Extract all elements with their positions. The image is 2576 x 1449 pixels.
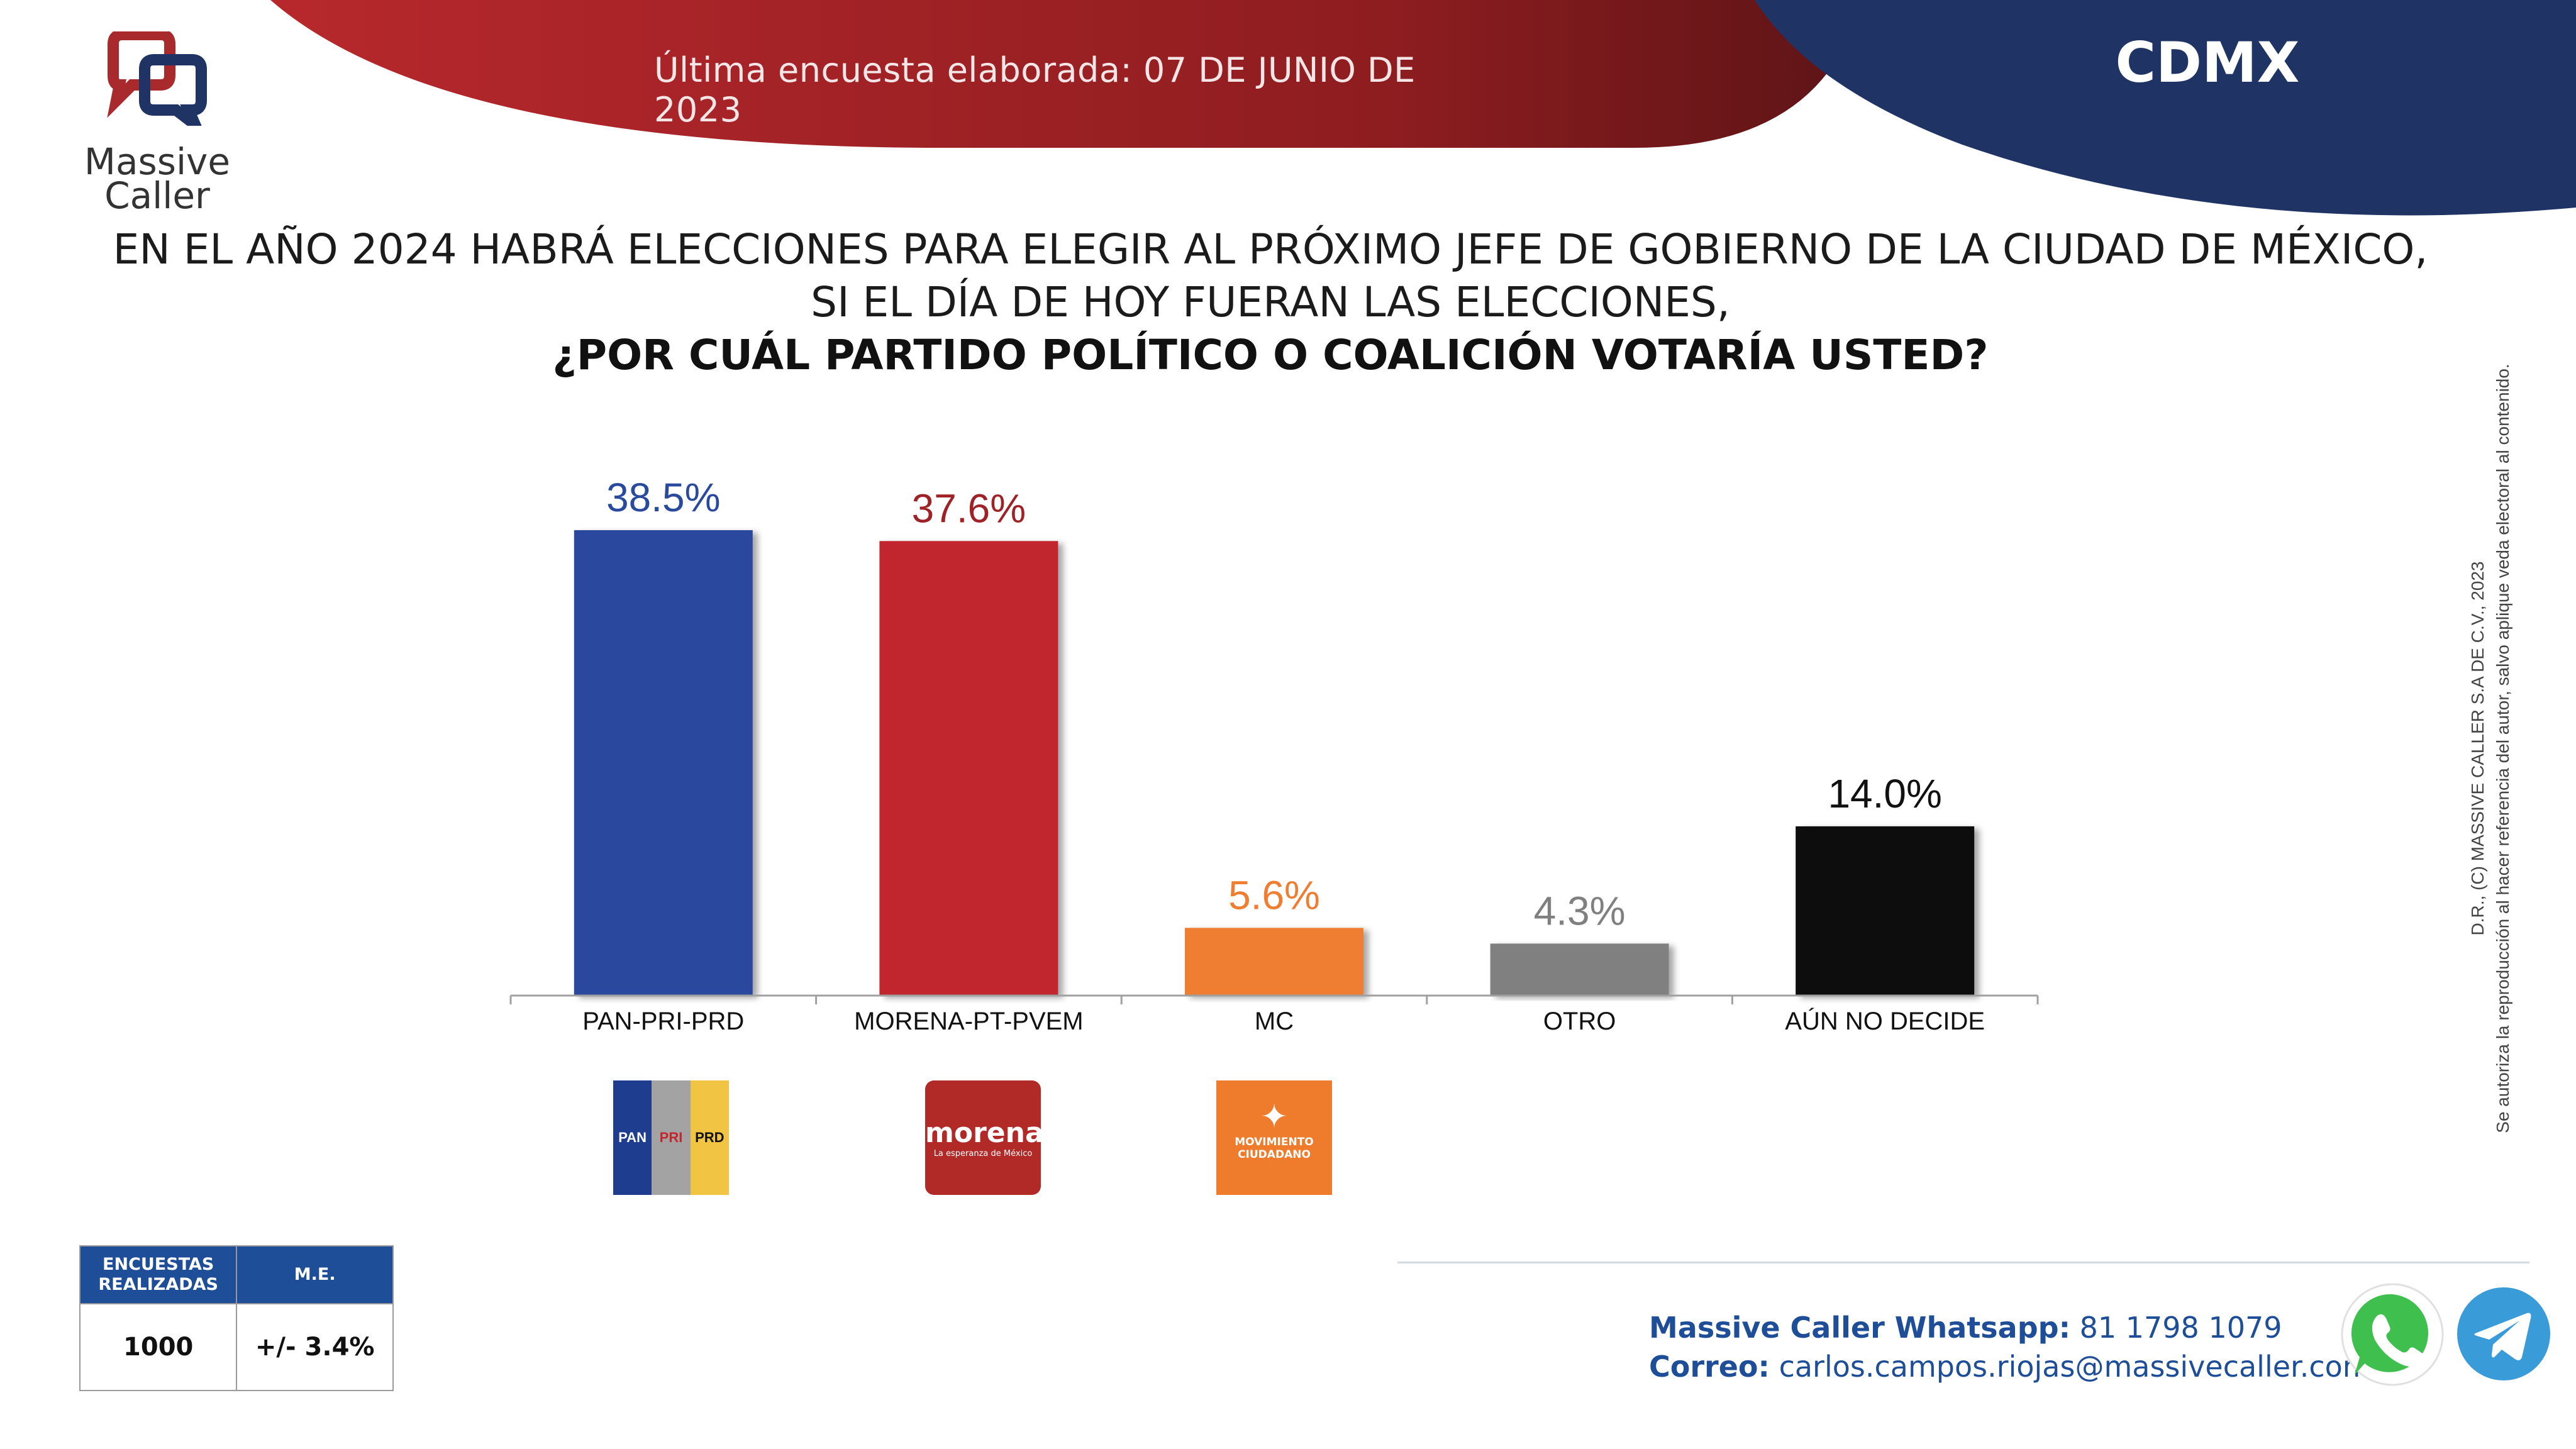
- mc-logo: ✦ MOVIMIENTO CIUDADANO: [1216, 1080, 1332, 1195]
- mc-logo-line2: CIUDADANO: [1238, 1148, 1311, 1161]
- footer-divider: [1397, 1262, 2529, 1263]
- bar-1: [879, 541, 1058, 996]
- bar-2: [1185, 928, 1363, 996]
- question-line1: EN EL AÑO 2024 HABRÁ ELECCIONES PARA ELE…: [113, 225, 2428, 274]
- copyright-line1: D.R., (C) MASSIVE CALLER S.A DE C.V., 20…: [2468, 561, 2487, 936]
- copyright-notice: D.R., (C) MASSIVE CALLER S.A DE C.V., 20…: [2465, 302, 2516, 1195]
- category-labels: PAN-PRI-PRD MORENA-PT-PVEM MC OTRO AÚN NO DE…: [582, 1007, 1985, 1035]
- region-title: CDMX: [2115, 30, 2300, 95]
- whatsapp-label: Massive Caller Whatsapp:: [1649, 1311, 2070, 1345]
- surveys-value: 1000: [79, 1303, 238, 1391]
- bar-3: [1490, 943, 1669, 996]
- mc-logo-line1: MOVIMIENTO: [1235, 1136, 1314, 1148]
- header-background: [270, 0, 2576, 216]
- morena-logo: morena La esperanza de México: [925, 1080, 1044, 1195]
- morena-logo-tagline: La esperanza de México: [933, 1149, 1033, 1158]
- massive-caller-logo: Massive Caller: [75, 25, 239, 214]
- category-label-1: MORENA-PT-PVEM: [854, 1008, 1083, 1035]
- value-label-2: 5.6%: [1228, 872, 1320, 918]
- email-label: Correo:: [1649, 1350, 1770, 1384]
- contact-info: Massive Caller Whatsapp: 81 1798 1079 Co…: [1649, 1308, 2371, 1386]
- prd-logo-segment: PRD: [690, 1080, 729, 1195]
- logo-name-line2: Caller: [104, 174, 210, 217]
- bar-4: [1796, 826, 1975, 996]
- email-address[interactable]: carlos.campos.riojas@massivecaller.com: [1779, 1350, 2371, 1384]
- header-red-shape: [270, 0, 1862, 148]
- copyright-line2: Se autoriza la reproducción al hacer ref…: [2493, 364, 2512, 1133]
- category-label-4: AÚN NO DECIDE: [1785, 1007, 1985, 1035]
- bar-0: [574, 530, 753, 996]
- header-navy-shape: [1755, 0, 2576, 216]
- logo-name: Massive Caller: [75, 140, 239, 217]
- eagle-icon: ✦: [1260, 1098, 1288, 1136]
- category-label-0: PAN-PRI-PRD: [582, 1008, 744, 1035]
- survey-question: EN EL AÑO 2024 HABRÁ ELECCIONES PARA ELE…: [75, 223, 2465, 382]
- telegram-icon[interactable]: [2457, 1287, 2551, 1381]
- question-line3: ¿POR CUÁL PARTIDO POLÍTICO O COALICIÓN V…: [552, 331, 1989, 379]
- question-line2: SI EL DÍA DE HOY FUERAN LAS ELECCIONES,: [811, 278, 1730, 326]
- surveys-header: ENCUESTAS REALIZADAS: [79, 1245, 238, 1304]
- value-label-4: 14.0%: [1828, 771, 1941, 816]
- logo-name-line1: Massive: [84, 140, 231, 183]
- bars: [574, 530, 1975, 996]
- email-contact: Correo: carlos.campos.riojas@massivecall…: [1649, 1347, 2371, 1386]
- category-label-3: OTRO: [1543, 1008, 1616, 1035]
- whatsapp-contact: Massive Caller Whatsapp: 81 1798 1079: [1649, 1308, 2371, 1347]
- pri-logo-segment: PRI: [652, 1080, 691, 1195]
- category-label-2: MC: [1255, 1008, 1294, 1035]
- morena-logo-name: morena: [925, 1117, 1044, 1149]
- pan-logo-segment: PAN: [613, 1080, 652, 1195]
- survey-stats-table: ENCUESTAS REALIZADAS M.E. 1000 +/- 3.4%: [79, 1245, 394, 1391]
- value-labels: 38.5% 37.6% 5.6% 4.3% 14.0%: [606, 475, 1942, 933]
- survey-date: Última encuesta elaborada: 07 DE JUNIO D…: [654, 50, 1416, 130]
- whatsapp-number[interactable]: 81 1798 1079: [2079, 1311, 2282, 1345]
- massive-caller-logo-icon: [107, 31, 207, 126]
- margin-error-value: +/- 3.4%: [236, 1303, 394, 1391]
- margin-error-header: M.E.: [236, 1245, 394, 1304]
- whatsapp-icon[interactable]: [2341, 1283, 2444, 1386]
- value-label-1: 37.6%: [912, 486, 1026, 531]
- pan-pri-prd-logo: PAN PRI PRD: [613, 1080, 729, 1195]
- value-label-3: 4.3%: [1534, 888, 1626, 933]
- value-label-0: 38.5%: [606, 475, 720, 520]
- x-axis-ticks: [509, 996, 2039, 1004]
